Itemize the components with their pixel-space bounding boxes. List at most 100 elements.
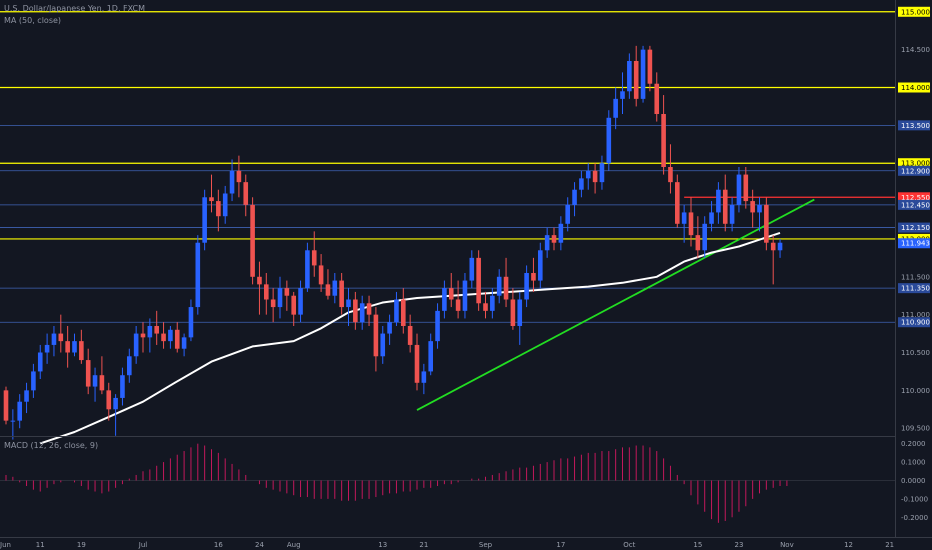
candle-body xyxy=(195,242,201,308)
candle-body xyxy=(209,197,214,202)
moving-average-layer xyxy=(39,231,781,445)
date-tick-label: Jun xyxy=(0,541,11,549)
price-level-label: 112.150 xyxy=(901,224,930,232)
candle-body xyxy=(551,235,557,243)
price-level-badge xyxy=(898,317,930,328)
candle-body xyxy=(469,257,475,281)
candle-body xyxy=(757,204,762,213)
candle-body xyxy=(373,314,379,357)
candle-body xyxy=(448,288,454,300)
candle-body xyxy=(442,288,447,311)
price-level-label: 114.000 xyxy=(901,84,930,92)
candle-body xyxy=(24,390,29,402)
price-level-badge xyxy=(898,165,930,176)
candle-body xyxy=(613,98,618,118)
candle-body xyxy=(85,360,91,387)
candle-body xyxy=(770,242,776,251)
candle-body xyxy=(565,204,570,224)
date-tick-label: Jul xyxy=(138,541,148,549)
candle-body xyxy=(524,273,529,300)
candle-body xyxy=(133,333,139,357)
price-level-badge xyxy=(898,283,930,294)
candle-body xyxy=(17,401,22,421)
date-tick-label: 24 xyxy=(255,541,264,549)
candles xyxy=(3,45,783,440)
price-axis: 115.000 114.500 114.000 113.500 113.000 112.5… xyxy=(901,8,930,432)
candle-body xyxy=(127,356,132,376)
candle-body xyxy=(729,204,735,224)
candle-body xyxy=(120,375,125,398)
candle-body xyxy=(305,250,310,289)
price-level-label: 111.350 xyxy=(901,285,930,293)
candle-body xyxy=(99,375,105,391)
price-level-badge xyxy=(898,192,930,203)
candle-body xyxy=(387,322,392,334)
candle-body xyxy=(270,299,276,308)
candle-body xyxy=(620,91,625,99)
candle-body xyxy=(202,197,207,243)
date-axis[interactable]: Jun 11 19 Jul 16 24 Aug 13 21 Sep 17 Oct 15 23 Nov 12 21 xyxy=(0,541,894,549)
candle-body xyxy=(401,299,406,326)
candle-body xyxy=(318,265,324,285)
candle-body xyxy=(538,250,543,281)
candle-body xyxy=(106,390,112,410)
price-tick-label: 111.000 xyxy=(901,311,930,319)
candle-body xyxy=(599,163,605,183)
candle-body xyxy=(236,170,242,183)
candle-body xyxy=(147,326,153,338)
candle-body xyxy=(359,303,365,323)
candle-body xyxy=(113,397,118,410)
candle-body xyxy=(702,223,707,251)
candle-body xyxy=(394,299,399,323)
candle-body xyxy=(339,280,344,308)
candle-body xyxy=(250,204,255,277)
date-tick-label: 11 xyxy=(36,541,45,549)
candle-body xyxy=(222,193,228,217)
last-price-label: 111.943 xyxy=(901,240,930,248)
candle-body xyxy=(10,420,16,422)
date-tick-label: Nov xyxy=(780,541,794,549)
macd-tick-label: -0.1000 xyxy=(901,495,928,503)
macd-tick-label: 0.0000 xyxy=(901,477,926,485)
price-levels xyxy=(0,11,895,323)
moving-average-line xyxy=(39,231,781,445)
candle-body xyxy=(640,49,646,99)
candle-body xyxy=(743,174,749,202)
price-tick-label: 111.500 xyxy=(901,273,930,281)
candle-body xyxy=(79,341,84,361)
candle-body xyxy=(229,170,235,194)
candle-body xyxy=(435,310,440,342)
candle-body xyxy=(606,117,612,164)
candle-body xyxy=(579,178,584,190)
macd-tick-label: 0.1000 xyxy=(901,459,926,467)
price-level-label: 112.550 xyxy=(901,194,930,202)
candle-body xyxy=(58,333,64,342)
date-tick-label: 15 xyxy=(693,541,702,549)
candle-body xyxy=(277,288,283,308)
price-tick-label: 114.500 xyxy=(901,46,930,54)
price-level-badge xyxy=(898,6,930,17)
date-tick-label: 13 xyxy=(378,541,387,549)
price-level-label: 112.900 xyxy=(901,167,930,175)
price-tick-label: 109.500 xyxy=(901,425,930,433)
price-level-label: 112.450 xyxy=(901,201,930,209)
price-level-label: 113.000 xyxy=(901,160,930,168)
candle-body xyxy=(585,170,591,179)
macd-histogram xyxy=(0,443,895,523)
date-tick-label: 21 xyxy=(885,541,894,549)
candle-body xyxy=(140,333,146,338)
candle-body xyxy=(243,182,249,205)
macd-axis: 0.2000 0.1000 0.0000 -0.1000 -0.2000 xyxy=(901,440,928,522)
candle-body xyxy=(592,170,598,183)
candle-body xyxy=(483,303,488,311)
candle-body xyxy=(558,223,564,243)
candle-body xyxy=(72,341,77,353)
date-tick-label: 23 xyxy=(734,541,743,549)
candle-body xyxy=(627,61,632,92)
candle-body xyxy=(764,204,769,243)
date-tick-label: 21 xyxy=(419,541,428,549)
candle-body xyxy=(544,235,550,251)
ma-legend: MA (50, close) xyxy=(4,16,61,25)
